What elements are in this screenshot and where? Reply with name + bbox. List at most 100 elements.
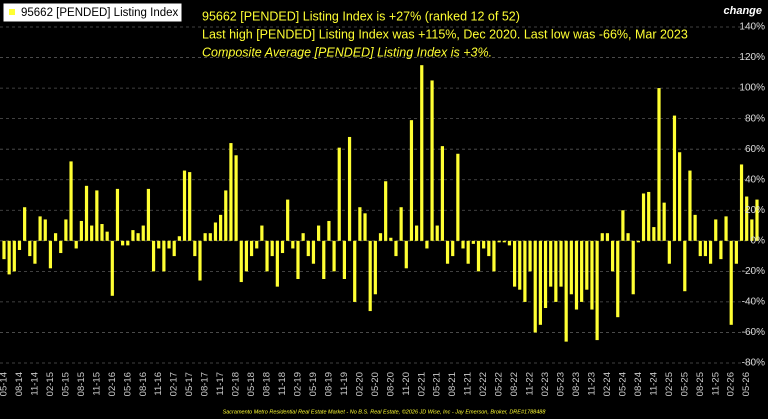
bar [600,233,604,241]
x-tick-label: 11-18 [277,372,288,396]
x-tick-label: 08-24 [633,372,644,396]
bar [219,214,223,241]
annotation: Composite Average [PENDED] Listing Index… [202,45,492,59]
x-tick-label: 05-24 [617,372,628,396]
bar [358,207,362,241]
bar [110,240,114,296]
bar [79,220,83,241]
x-tick-label: 08-14 [14,372,25,396]
x-tick-label: 02-18 [231,372,242,396]
bar [631,240,635,295]
bar [151,240,156,272]
bar [90,225,94,241]
x-tick-label: 11-15 [91,372,102,396]
x-tick-label: 02-16 [107,372,118,396]
x-tick-label: 11-24 [648,372,659,396]
bar [569,240,573,295]
bar [482,240,486,249]
bar [487,240,491,257]
bar [564,240,568,342]
x-tick-label: 08-20 [385,372,396,396]
bar [528,240,532,272]
bar [172,240,176,257]
bar [471,240,475,244]
x-tick-label: 08-21 [447,372,458,396]
bar [17,240,22,250]
bar [255,240,259,249]
bar [342,240,346,279]
bar [683,240,687,292]
bar [322,240,326,279]
bar [647,191,651,241]
annotation: 95662 [PENDED] Listing Index is +27% (ra… [202,9,520,23]
bar [616,240,620,318]
bar [523,240,527,302]
x-tick-label: 02-22 [478,372,489,396]
x-tick-label: 11-23 [586,372,597,396]
bar [533,240,537,333]
x-tick-label: 05-16 [122,372,133,396]
y-tick-label: 120% [739,52,765,63]
bar [332,240,336,272]
x-tick-label: 05-15 [60,372,71,396]
y-tick-label: 140% [739,22,765,33]
bar [280,240,285,254]
x-tick-label: 08-15 [76,372,87,396]
bar [193,240,197,257]
bar [286,199,290,241]
bar [317,225,321,241]
bar [275,240,279,287]
y-tick-label: 60% [745,144,765,155]
bar [745,196,749,241]
bar [188,172,192,241]
bars [2,65,759,342]
legend-label: 95662 [PENDED] Listing Index [21,7,179,19]
x-tick-label: 08-18 [262,372,273,396]
x-tick-label: 05-26 [741,372,752,396]
x-tick-label: 08-23 [571,372,582,396]
x-tick-label: 08-19 [323,372,334,396]
x-tick-label: 11-19 [339,372,350,396]
bar [652,227,656,241]
x-tick-label: 11-16 [153,372,164,396]
bar [409,120,414,241]
bar [703,240,708,257]
bar [347,136,352,241]
bar [595,240,599,341]
bar [327,220,331,241]
bar [244,240,249,272]
bar [559,240,563,287]
x-tick-label: 08-22 [509,372,520,396]
bar [208,233,212,241]
x-tick-label: 05-17 [184,372,195,396]
bar [440,146,444,241]
legend-box [2,2,183,23]
x-tick-label: 08-17 [200,372,211,396]
bar [353,240,357,302]
bar [146,188,151,241]
bar [657,88,661,241]
bar [2,240,6,260]
x-tick-label: 11-20 [401,372,412,396]
bar [389,237,393,241]
x-tick-label: 11-14 [29,372,40,396]
bar [466,240,470,264]
bar [136,233,140,241]
bar [672,115,677,241]
x-tick-label: 08-25 [695,372,706,396]
bar [296,240,300,279]
bar [399,207,403,241]
bar [141,225,145,241]
bar [585,240,589,290]
bar [291,240,295,249]
bar [53,233,58,241]
bar [384,181,388,241]
x-tick-label: 02-19 [292,372,303,396]
bar [688,170,692,241]
bar [621,210,625,241]
bar [574,240,579,310]
y-axis-label: change [723,5,762,17]
bar [234,155,238,241]
bar [28,240,32,257]
